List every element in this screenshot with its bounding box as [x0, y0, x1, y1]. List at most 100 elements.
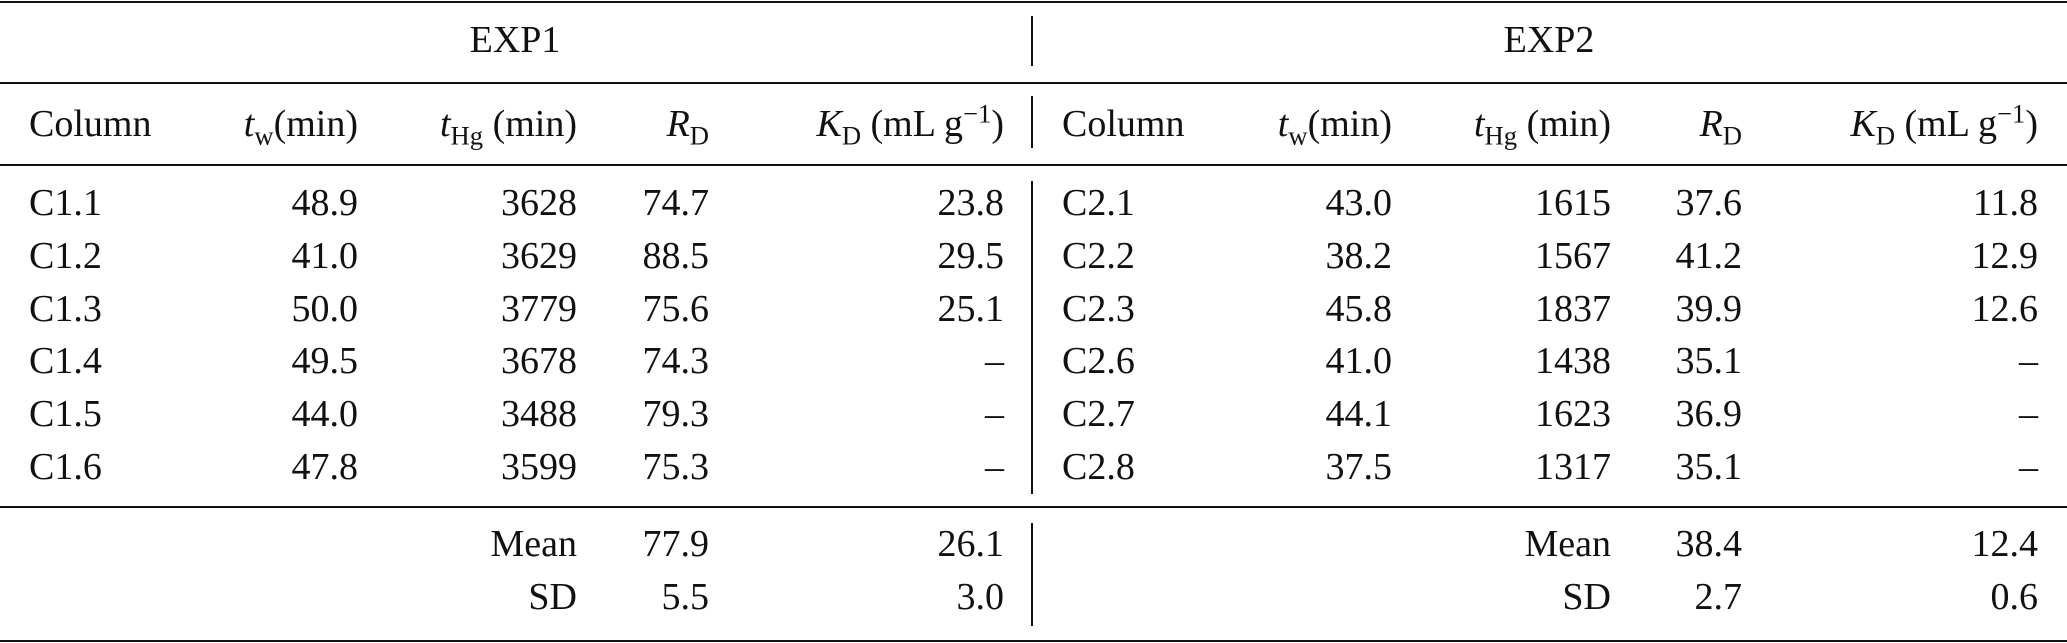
column-header: Column	[1062, 105, 1184, 143]
cell: –	[985, 340, 1004, 383]
cell: 39.9	[1675, 287, 1743, 330]
cell: 44.1	[1325, 393, 1393, 436]
cell: 3779	[501, 287, 577, 330]
summary-value: 77.9	[642, 523, 710, 565]
cell: 1837	[1535, 287, 1611, 330]
header-part: D	[1722, 120, 1742, 151]
cell: 35.1	[1675, 446, 1743, 488]
header-part: (min)	[483, 103, 577, 145]
cell: 79.3	[642, 393, 710, 436]
cell: –	[2019, 446, 2038, 488]
header-part: R	[1699, 103, 1723, 145]
cell: 1623	[1535, 393, 1611, 436]
cell: 36.9	[1675, 393, 1743, 436]
cell: 43.0	[1325, 182, 1393, 224]
cell: C2.8	[1062, 446, 1135, 488]
divider	[1031, 96, 1033, 148]
cell: C1.6	[29, 446, 102, 488]
cell: –	[985, 446, 1004, 488]
cell: 3599	[501, 446, 577, 488]
rule	[0, 82, 2067, 84]
cell: 3628	[501, 182, 577, 224]
header-part: K	[1850, 103, 1876, 145]
cell: C1.3	[29, 287, 102, 330]
header-part: (mL g	[861, 103, 964, 145]
summary-value: 38.4	[1675, 523, 1743, 565]
header-part: Hg	[450, 120, 484, 151]
header-part: R	[666, 103, 690, 145]
header-part: D	[1875, 120, 1896, 151]
cell: 75.3	[642, 446, 710, 488]
cell: 1438	[1535, 340, 1611, 383]
header-part: t	[1473, 103, 1485, 145]
cell: 1615	[1535, 182, 1611, 224]
header-part: )	[2025, 103, 2038, 145]
rule	[0, 640, 2067, 642]
cell: 11.8	[1972, 182, 2038, 224]
cell: 50.0	[291, 287, 359, 330]
cell: –	[2019, 340, 2038, 383]
column-header: KD (mL g−1)	[816, 100, 1004, 149]
cell: C2.3	[1062, 287, 1135, 330]
header-part: Column	[1062, 103, 1185, 145]
cell: 44.0	[291, 393, 359, 436]
header-part: (mL g	[1895, 103, 1998, 145]
summary-label: Mean	[490, 523, 577, 565]
cell: C1.4	[29, 340, 102, 383]
header-part: (min)	[1307, 103, 1392, 145]
header-part: (min)	[1517, 103, 1611, 145]
header-part: w	[1288, 120, 1308, 151]
summary-value: 26.1	[937, 523, 1005, 565]
cell: 25.1	[937, 287, 1005, 330]
column-header: RD	[1699, 103, 1742, 149]
cell: –	[2019, 393, 2038, 436]
summary-value: 2.7	[1694, 576, 1743, 618]
cell: 29.5	[937, 234, 1005, 277]
cell: C1.5	[29, 393, 102, 436]
header-part: D	[689, 120, 709, 151]
cell: 23.8	[937, 182, 1005, 224]
summary-value: 3.0	[956, 576, 1005, 618]
column-header: tHg (min)	[439, 103, 577, 149]
cell: 74.7	[642, 182, 710, 224]
column-header: RD	[666, 103, 709, 149]
cell: 41.0	[1325, 340, 1393, 383]
header-part: −1	[963, 98, 992, 129]
cell: 1567	[1535, 234, 1611, 277]
cell: 1317	[1535, 446, 1611, 488]
cell: 41.0	[291, 234, 359, 277]
column-header: KD (mL g−1)	[1850, 100, 2038, 149]
rule	[0, 506, 2067, 508]
column-header: tw(min)	[1277, 103, 1392, 149]
header-part: t	[243, 103, 255, 145]
cell: 74.3	[642, 340, 710, 383]
cell: 47.8	[291, 446, 359, 488]
column-header: tw(min)	[243, 103, 358, 149]
column-header: tHg (min)	[1473, 103, 1611, 149]
header-part: t	[439, 103, 451, 145]
cell: C1.2	[29, 234, 102, 277]
header-part: Column	[29, 103, 152, 145]
header-part: )	[991, 103, 1004, 145]
divider	[1031, 523, 1033, 626]
cell: 12.9	[1971, 234, 2039, 277]
cell: 3488	[501, 393, 577, 436]
column-header: Column	[29, 105, 151, 143]
cell: C2.7	[1062, 393, 1135, 436]
divider	[1031, 181, 1033, 494]
header-part: (min)	[273, 103, 358, 145]
rule	[0, 1, 2067, 3]
header-part: w	[254, 120, 274, 151]
cell: 3629	[501, 234, 577, 277]
cell: 35.1	[1675, 340, 1743, 383]
divider	[1031, 16, 1033, 66]
header-part: t	[1277, 103, 1289, 145]
summary-label: Mean	[1524, 523, 1611, 565]
cell: 49.5	[291, 340, 359, 383]
summary-value: 5.5	[661, 576, 710, 618]
cell: C1.1	[29, 182, 102, 224]
summary-label: SD	[528, 576, 577, 618]
cell: 37.5	[1325, 446, 1393, 488]
header-part: Hg	[1484, 120, 1518, 151]
